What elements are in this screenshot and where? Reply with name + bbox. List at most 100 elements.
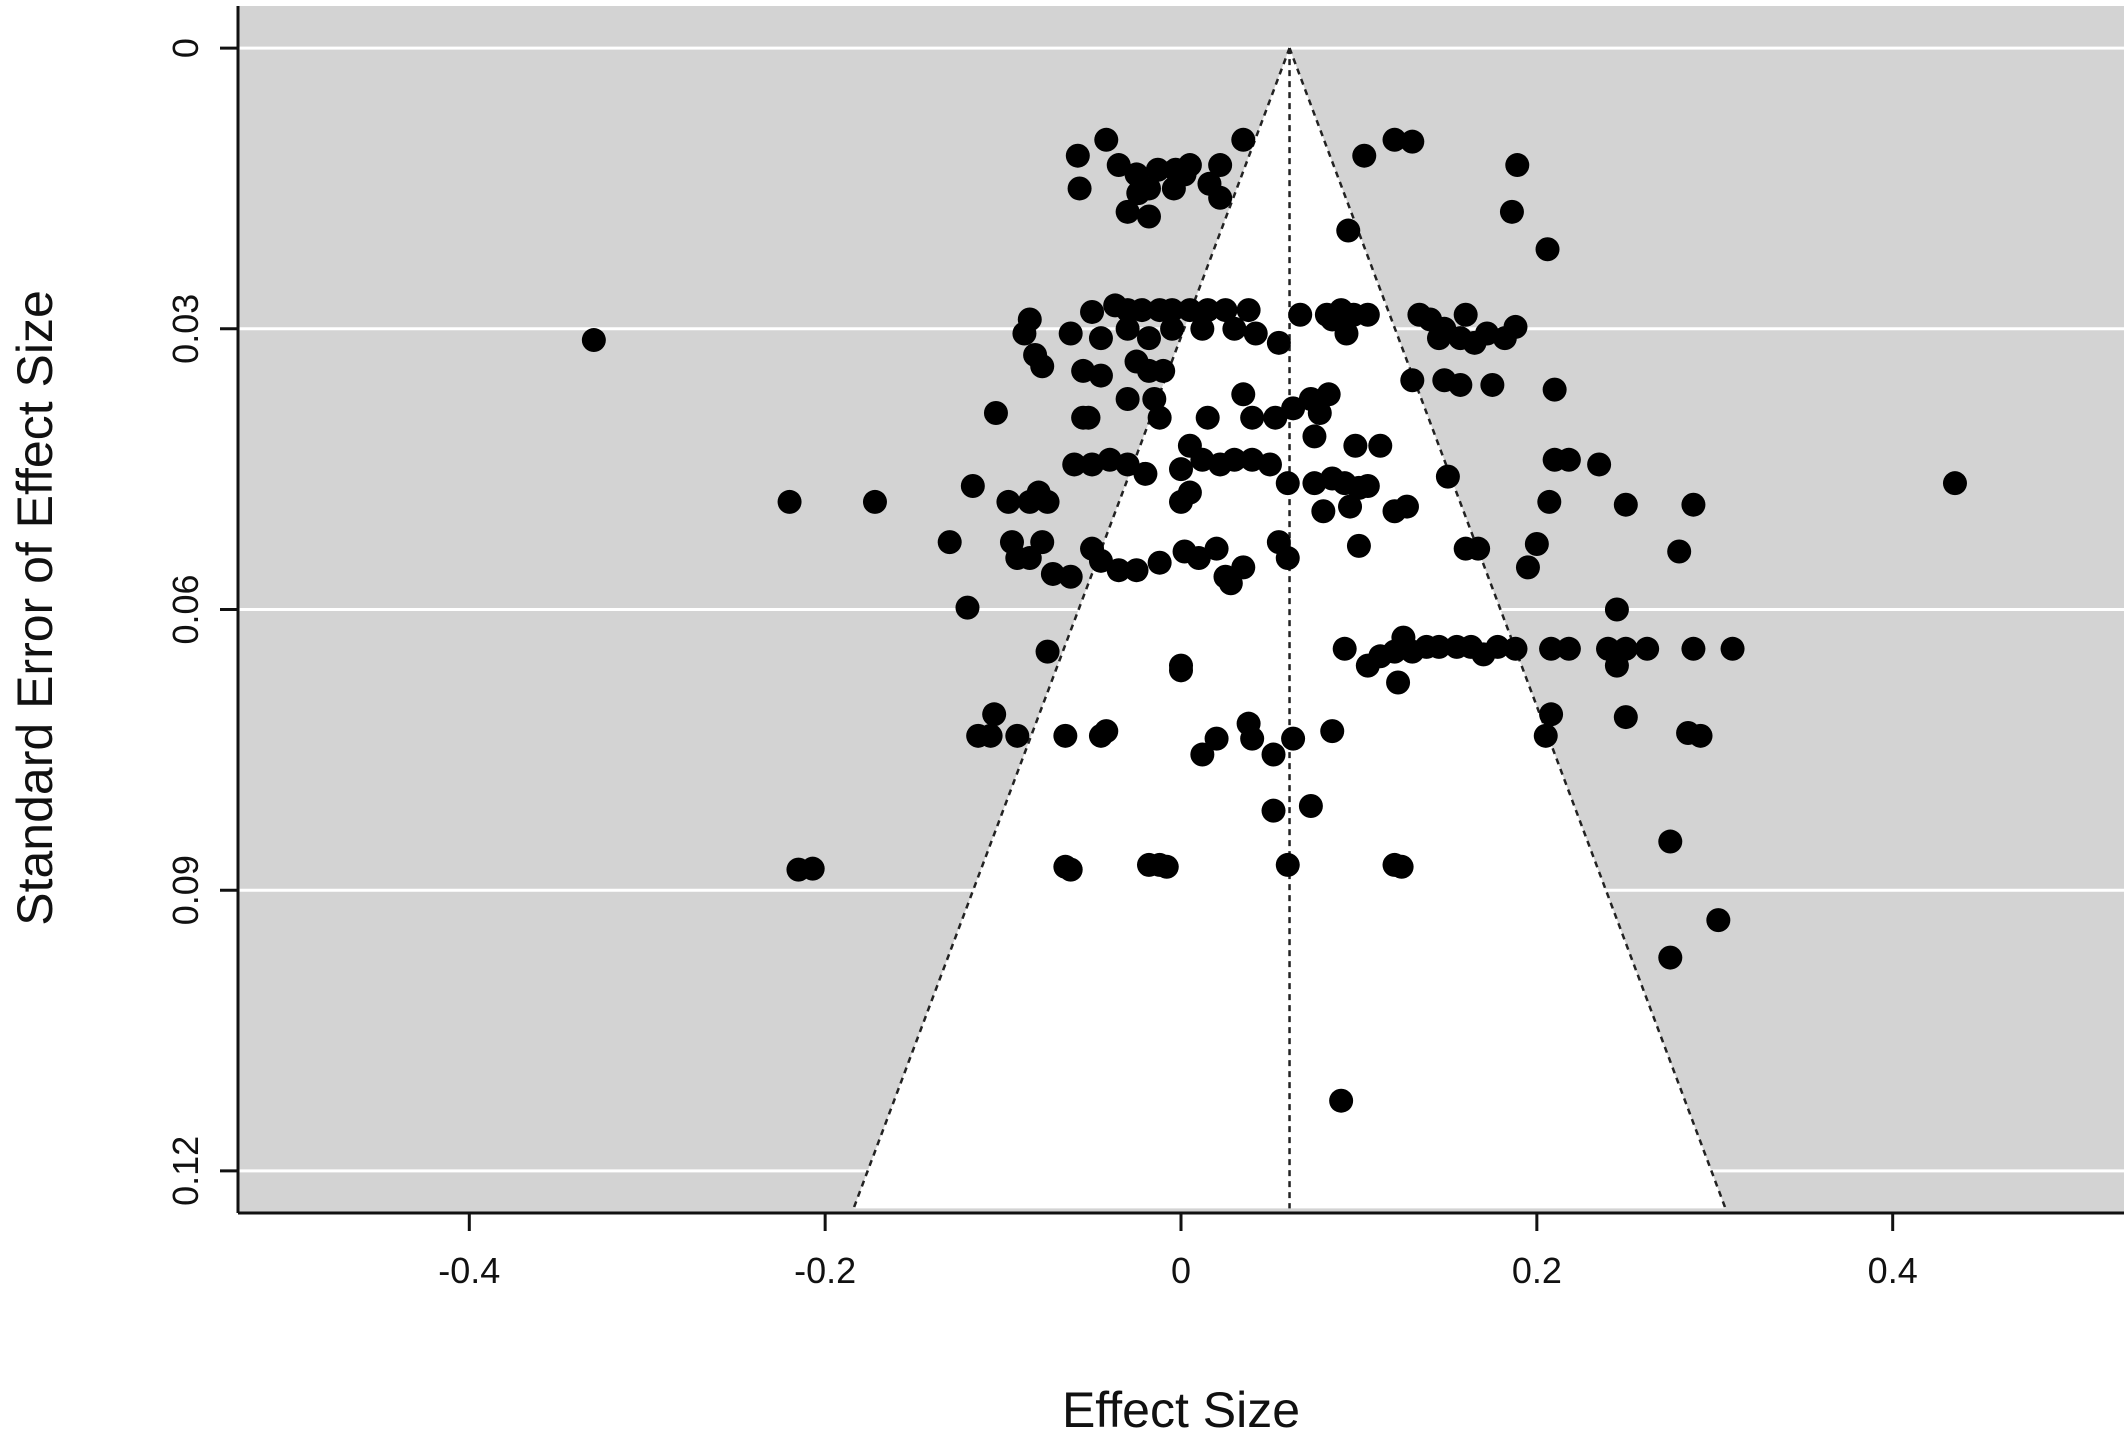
data-point-41 xyxy=(1136,326,1161,351)
data-point-214 xyxy=(1275,852,1300,877)
data-point-15 xyxy=(1208,185,1233,210)
data-point-210 xyxy=(1058,857,1083,882)
data-point-158 xyxy=(955,595,980,620)
data-point-85 xyxy=(1263,405,1288,430)
data-point-40 xyxy=(1115,316,1140,341)
data-point-146 xyxy=(1186,546,1211,571)
data-point-188 xyxy=(1005,723,1030,748)
data-point-142 xyxy=(1106,558,1131,583)
x-tick-label-4: 0.4 xyxy=(1868,1250,1918,1291)
data-point-127 xyxy=(1556,447,1581,472)
y-tick-label-3: 0.09 xyxy=(165,855,206,925)
y-axis-title: Standard Error of Effect Size xyxy=(7,290,63,926)
data-point-107 xyxy=(862,489,887,514)
data-point-193 xyxy=(1204,726,1229,751)
x-tick-label-3: 0.2 xyxy=(1512,1250,1562,1291)
data-point-139 xyxy=(1058,564,1083,589)
data-point-7 xyxy=(1208,153,1233,178)
data-point-16 xyxy=(1115,199,1140,224)
data-point-152 xyxy=(1275,546,1300,571)
funnel-left-edge xyxy=(852,47,1291,1209)
data-point-50 xyxy=(1088,363,1113,388)
data-point-31 xyxy=(1160,298,1185,323)
data-point-177 xyxy=(1556,636,1581,661)
data-point-200 xyxy=(1539,702,1564,727)
data-point-132 xyxy=(1942,471,1967,496)
data-point-4 xyxy=(1145,157,1170,182)
data-point-120 xyxy=(1311,499,1336,524)
data-point-182 xyxy=(1720,636,1745,661)
data-point-204 xyxy=(1261,798,1286,823)
data-point-121 xyxy=(1338,494,1363,519)
x-axis-title: Effect Size xyxy=(1062,1382,1300,1438)
data-point-206 xyxy=(1658,829,1683,854)
data-point-32 xyxy=(1177,298,1202,323)
data-point-175 xyxy=(1386,670,1411,695)
data-point-147 xyxy=(1204,536,1229,561)
data-point-174 xyxy=(1503,636,1528,661)
data-point-205 xyxy=(1298,793,1323,818)
data-point-2 xyxy=(1106,153,1131,178)
data-point-102 xyxy=(1302,424,1327,449)
data-point-159 xyxy=(1035,639,1060,664)
data-point-150 xyxy=(1231,555,1256,580)
data-point-83 xyxy=(1231,382,1256,407)
data-point-124 xyxy=(1435,464,1460,489)
data-point-84 xyxy=(1240,405,1265,430)
data-point-80 xyxy=(1142,386,1167,411)
data-point-137 xyxy=(1030,530,1055,555)
data-point-45 xyxy=(1243,321,1268,346)
data-point-60 xyxy=(1320,307,1345,332)
data-point-143 xyxy=(1124,558,1149,583)
data-point-101 xyxy=(1257,452,1282,477)
data-point-183 xyxy=(1604,653,1629,678)
data-point-54 xyxy=(1288,302,1313,327)
data-point-94 xyxy=(1133,461,1158,486)
data-point-67 xyxy=(1503,314,1528,339)
data-point-185 xyxy=(982,702,1007,727)
data-point-173 xyxy=(1485,634,1510,659)
data-point-103 xyxy=(1343,433,1368,458)
data-point-187 xyxy=(978,723,1003,748)
x-tick-label-1: -0.2 xyxy=(794,1250,856,1291)
data-point-201 xyxy=(1613,705,1638,730)
data-point-37 xyxy=(1012,321,1037,346)
data-point-199 xyxy=(1533,723,1558,748)
data-point-203 xyxy=(1688,723,1713,748)
data-point-108 xyxy=(996,489,1021,514)
data-point-111 xyxy=(1035,489,1060,514)
data-point-161 xyxy=(1169,658,1193,683)
data-point-26 xyxy=(1080,299,1105,324)
y-tick-label-4: 0.12 xyxy=(165,1136,206,1206)
data-point-89 xyxy=(1316,382,1341,407)
data-point-70 xyxy=(1462,330,1487,355)
data-point-35 xyxy=(1236,298,1261,323)
data-point-90 xyxy=(1062,452,1087,477)
data-point-25 xyxy=(581,328,606,353)
data-point-88 xyxy=(1307,401,1332,426)
data-point-43 xyxy=(1190,316,1215,341)
data-point-93 xyxy=(1115,452,1140,477)
data-point-29 xyxy=(1129,298,1154,323)
data-point-21 xyxy=(1505,153,1530,178)
data-point-129 xyxy=(1613,492,1638,517)
data-point-19 xyxy=(1382,127,1407,152)
data-point-181 xyxy=(1681,636,1706,661)
data-point-198 xyxy=(1320,719,1345,744)
plot-area xyxy=(236,6,2124,1215)
data-point-106 xyxy=(777,489,802,514)
data-point-153 xyxy=(1346,533,1371,558)
data-point-144 xyxy=(1147,550,1172,575)
data-point-130 xyxy=(1681,492,1706,517)
data-point-195 xyxy=(1240,726,1265,751)
data-point-157 xyxy=(1524,532,1549,557)
funnel-right-edge xyxy=(1288,47,1727,1209)
data-point-18 xyxy=(1352,143,1377,168)
data-point-68 xyxy=(1426,326,1451,351)
data-point-86 xyxy=(1281,396,1306,421)
data-point-34 xyxy=(1213,298,1238,323)
data-point-58 xyxy=(1355,302,1380,327)
data-point-76 xyxy=(983,401,1008,426)
data-point-48 xyxy=(1030,354,1055,379)
data-point-79 xyxy=(1115,386,1140,411)
